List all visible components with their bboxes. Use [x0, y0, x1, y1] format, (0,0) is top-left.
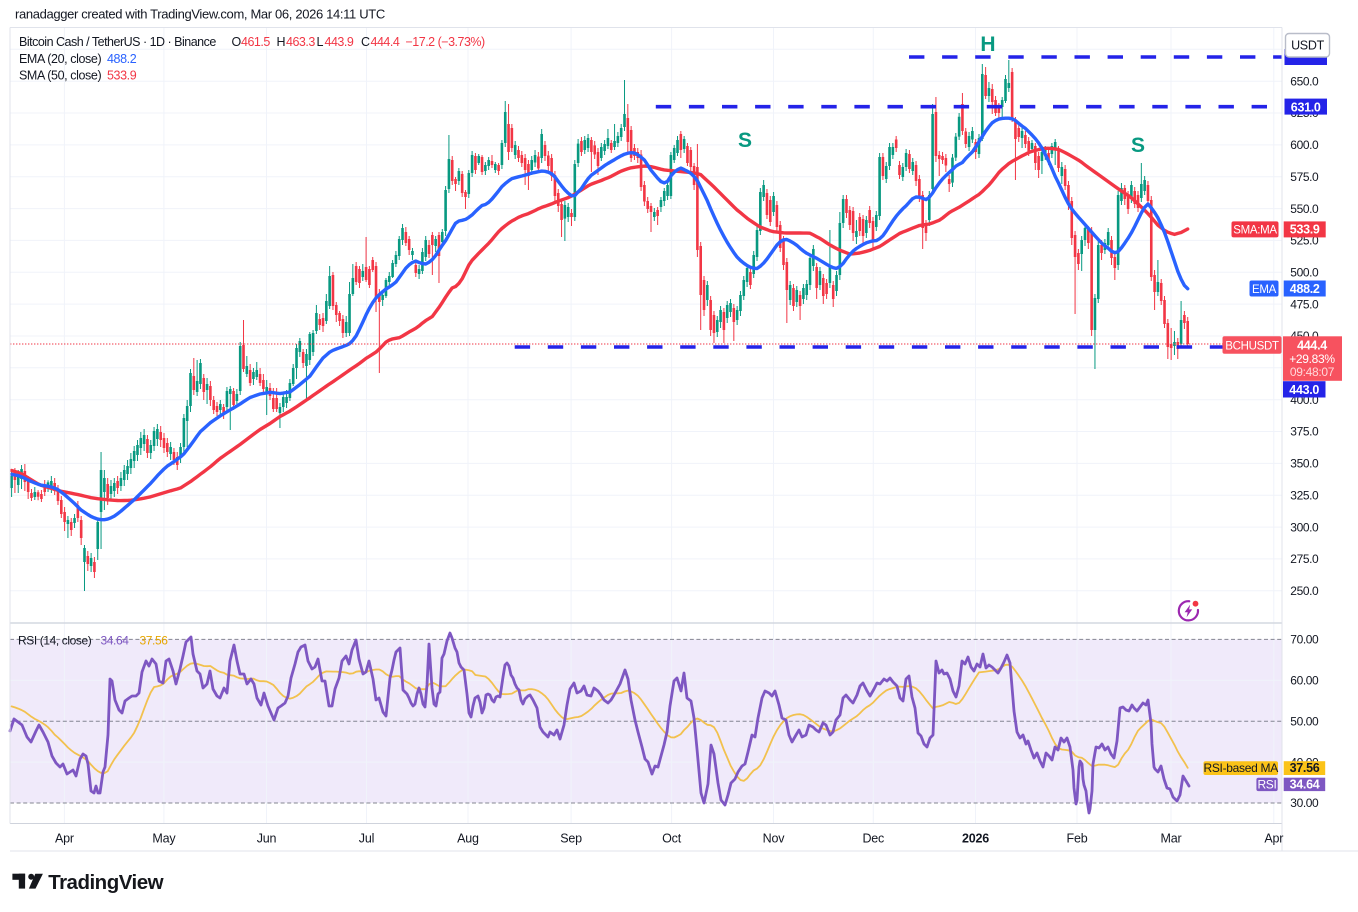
svg-text:475.0: 475.0 [1290, 297, 1319, 311]
svg-text:60.00: 60.00 [1290, 674, 1319, 688]
svg-text:325.0: 325.0 [1290, 488, 1319, 502]
svg-text:Aug: Aug [457, 832, 479, 846]
svg-text:ranadagger created with Tradin: ranadagger created with TradingView.com,… [15, 7, 385, 22]
svg-text:SMA:MA: SMA:MA [1233, 225, 1277, 237]
svg-text:09:48:07: 09:48:07 [1290, 365, 1335, 379]
svg-text:RSI: RSI [1257, 777, 1276, 791]
svg-text:375.0: 375.0 [1290, 425, 1319, 439]
svg-text:SMA (50, close)533.9: SMA (50, close) 533.9 [19, 68, 137, 82]
svg-text:Dec: Dec [862, 832, 884, 846]
svg-text:Nov: Nov [763, 832, 786, 846]
svg-text:444.4: 444.4 [1297, 339, 1327, 353]
svg-text:37.56: 37.56 [1290, 761, 1320, 775]
svg-text:Bitcoin Cash / TetherUS · 1D ·: Bitcoin Cash / TetherUS · 1D · Binance O4… [19, 35, 485, 49]
svg-text:2026: 2026 [962, 832, 989, 846]
svg-text:+29.83%: +29.83% [1289, 352, 1335, 366]
svg-text:300.0: 300.0 [1290, 520, 1319, 534]
svg-text:250.0: 250.0 [1290, 584, 1319, 598]
svg-text:443.0: 443.0 [1289, 383, 1319, 397]
svg-text:Feb: Feb [1067, 832, 1088, 846]
svg-text:Sep: Sep [560, 832, 582, 846]
svg-text:34.64: 34.64 [1290, 777, 1320, 791]
svg-text:550.0: 550.0 [1290, 202, 1319, 216]
svg-text:70.00: 70.00 [1290, 633, 1319, 647]
svg-text:Jun: Jun [257, 832, 277, 846]
svg-text:Jul: Jul [359, 832, 374, 846]
svg-text:USDT: USDT [1291, 39, 1324, 53]
svg-text:50.00: 50.00 [1290, 714, 1319, 728]
svg-text:350.0: 350.0 [1290, 457, 1319, 471]
svg-text:30.00: 30.00 [1290, 796, 1319, 810]
svg-text:600.0: 600.0 [1290, 138, 1319, 152]
svg-text:RSI-based MA: RSI-based MA [1203, 761, 1278, 775]
svg-text:Apr: Apr [55, 832, 74, 846]
svg-text:EMA: EMA [1252, 284, 1277, 296]
svg-text:575.0: 575.0 [1290, 170, 1319, 184]
svg-text:500.0: 500.0 [1290, 266, 1319, 280]
svg-text:275.0: 275.0 [1290, 552, 1319, 566]
svg-text:TradingView: TradingView [48, 871, 163, 894]
svg-text:Mar: Mar [1161, 832, 1182, 846]
svg-text:631.0: 631.0 [1291, 100, 1321, 114]
svg-text:488.2: 488.2 [1290, 282, 1320, 296]
svg-text:S: S [1131, 134, 1145, 157]
svg-text:S: S [738, 129, 752, 152]
svg-text:650.0: 650.0 [1290, 74, 1319, 88]
svg-text:533.9: 533.9 [1290, 223, 1320, 237]
svg-text:BCHUSDT: BCHUSDT [1225, 341, 1279, 353]
svg-text:Oct: Oct [662, 832, 682, 846]
svg-text:H: H [980, 33, 995, 56]
svg-text:Apr: Apr [1264, 832, 1283, 846]
svg-text:May: May [152, 832, 176, 846]
svg-text:EMA (20, close)488.2: EMA (20, close) 488.2 [19, 52, 137, 66]
